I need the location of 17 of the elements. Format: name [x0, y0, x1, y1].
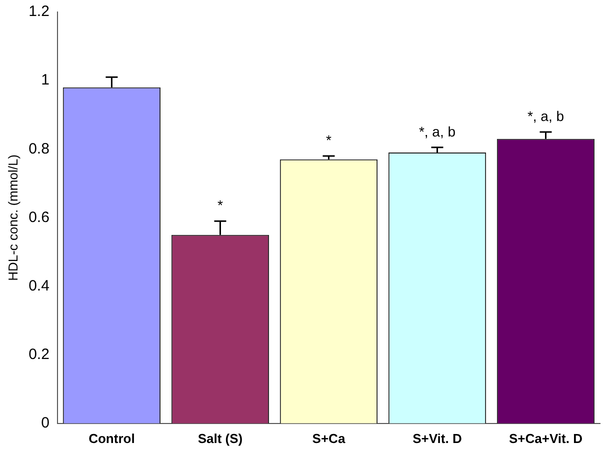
y-tick-label: 0.8	[28, 140, 50, 158]
x-tick-label: Control	[88, 430, 135, 446]
x-tick-label: S+Ca	[312, 430, 346, 446]
annotation: *, a, b	[418, 123, 456, 140]
x-tick-label: S+Vit. D	[412, 430, 462, 446]
y-tick-label: 0	[41, 414, 50, 432]
x-tick-label: S+Ca+Vit. D	[509, 430, 582, 446]
y-tick-label: 1	[41, 72, 50, 89]
annotation: *, a, b	[527, 108, 564, 124]
x-tick-label: Salt (S)	[198, 430, 243, 446]
annotation: *	[326, 132, 332, 148]
y-tick-label: 0.6	[28, 208, 50, 226]
y-tick-label: 1.2	[28, 3, 50, 20]
y-tick-label: 0.4	[28, 277, 50, 294]
annotation: *	[217, 196, 224, 213]
y-axis-title: HDL-c conc. (mmol/L)	[5, 154, 20, 281]
y-tick-label: 0.2	[28, 346, 50, 363]
